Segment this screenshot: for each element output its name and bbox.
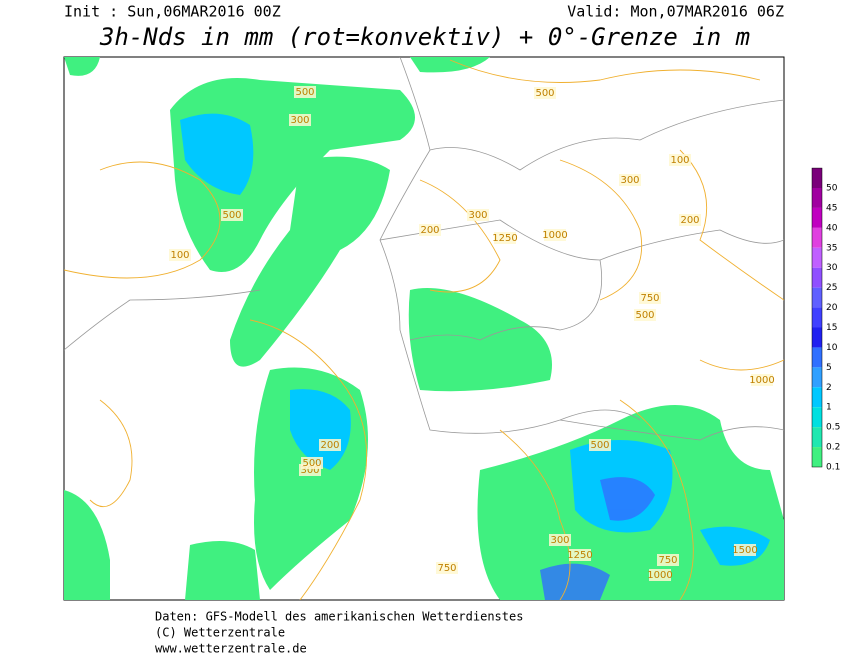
precip-light <box>64 57 784 600</box>
colorbar-label: 50 <box>826 184 838 194</box>
contour-label: 1000 <box>647 570 672 581</box>
contour-label: 1250 <box>492 233 517 244</box>
label-box <box>467 209 489 221</box>
contour-label: 750 <box>640 293 659 304</box>
footer-url: www.wetterzentrale.de <box>155 642 307 656</box>
valid-time: Valid: Mon,07MAR2016 06Z <box>567 3 784 21</box>
label-box <box>419 224 441 236</box>
contour-label: 1500 <box>732 545 757 556</box>
contour-label: 300 <box>300 465 319 476</box>
label-box <box>751 374 773 386</box>
colorbar-swatch <box>812 307 822 328</box>
label-box <box>534 87 556 99</box>
footer-copyright: (C) Wetterzentrale <box>155 626 285 640</box>
colorbar-label: 0.1 <box>826 463 840 473</box>
contour-label: 500 <box>590 440 609 451</box>
colorbar-swatch <box>812 387 822 408</box>
footer-source: Daten: GFS-Modell des amerikanischen Wet… <box>155 610 523 624</box>
contour-label: 750 <box>437 563 456 574</box>
contour-label: 100 <box>170 250 189 261</box>
contour-label: 500 <box>302 458 321 469</box>
contour-label: 200 <box>320 440 339 451</box>
label-box <box>657 554 679 566</box>
label-box <box>544 229 566 241</box>
colorbar-label: 2 <box>826 383 832 393</box>
label-box <box>639 292 661 304</box>
label-box <box>221 209 243 221</box>
label-box <box>301 457 323 469</box>
label-box <box>569 549 591 561</box>
colorbar-label: 25 <box>826 283 837 293</box>
label-box <box>294 86 316 98</box>
label-box <box>436 562 458 574</box>
contour-label: 200 <box>420 225 439 236</box>
colorbar-swatch <box>812 327 822 348</box>
init-time: Init : Sun,06MAR2016 00Z <box>64 3 281 21</box>
colorbar-label: 45 <box>826 203 837 213</box>
contour-label: 500 <box>222 210 241 221</box>
colorbar-swatch <box>812 287 822 308</box>
label-box <box>734 544 756 556</box>
colorbar-label: 35 <box>826 243 837 253</box>
colorbar-swatch <box>812 247 822 268</box>
colorbar-label: 40 <box>826 223 838 233</box>
colorbar-label: 0.5 <box>826 423 840 433</box>
label-box <box>679 214 701 226</box>
contour-label: 500 <box>295 87 314 98</box>
label-box <box>289 114 311 126</box>
colorbar-label: 15 <box>826 323 837 333</box>
colorbar-swatch <box>812 347 822 368</box>
colorbar-swatch <box>812 207 822 228</box>
label-box <box>649 569 671 581</box>
contour-label: 300 <box>290 115 309 126</box>
label-box <box>634 309 656 321</box>
colorbar-label: 1 <box>826 403 832 413</box>
contour-label: 750 <box>658 555 677 566</box>
precip-heavy <box>540 477 655 600</box>
contour-label: 500 <box>535 88 554 99</box>
freezing-level-contours <box>64 59 784 600</box>
contour-label: 300 <box>468 210 487 221</box>
label-box <box>589 439 611 451</box>
colorbar-label: 0.2 <box>826 443 840 453</box>
contour-label: 300 <box>620 175 639 186</box>
colorbar-outline <box>811 167 823 468</box>
contour-label: 500 <box>635 310 654 321</box>
contour-label: 1000 <box>749 375 774 386</box>
contour-label: 300 <box>550 535 569 546</box>
colorbar-swatch <box>812 267 822 288</box>
colorbar-swatch <box>812 188 822 208</box>
label-box <box>319 439 341 451</box>
label-box <box>169 249 191 261</box>
contour-label: 200 <box>680 215 699 226</box>
colorbar-swatch <box>812 427 822 448</box>
colorbar-swatch <box>812 227 822 248</box>
contour-label: 1250 <box>567 550 592 561</box>
label-box <box>619 174 641 186</box>
colorbar-label: 10 <box>826 343 838 353</box>
label-box <box>549 534 571 546</box>
colorbar-swatch <box>812 407 822 428</box>
colorbar-label: 5 <box>826 363 832 373</box>
contour-label: 100 <box>670 155 689 166</box>
colorbar-swatch <box>812 447 822 467</box>
colorbar-label: 20 <box>826 303 838 313</box>
contour-label: 1000 <box>542 230 567 241</box>
colorbar-label: 30 <box>826 263 838 273</box>
colorbar-swatch <box>812 367 822 388</box>
label-box <box>669 154 691 166</box>
borders <box>64 57 784 441</box>
label-box <box>494 232 516 244</box>
colorbar: 50 45 40 35 30 25 20 15 10 5 2 1 0.5 0.2 0.1 <box>811 167 840 473</box>
colorbar-swatch <box>812 168 822 188</box>
map-title: 3h-Nds in mm (rot=konvektiv) + 0°-Grenze… <box>99 23 750 51</box>
